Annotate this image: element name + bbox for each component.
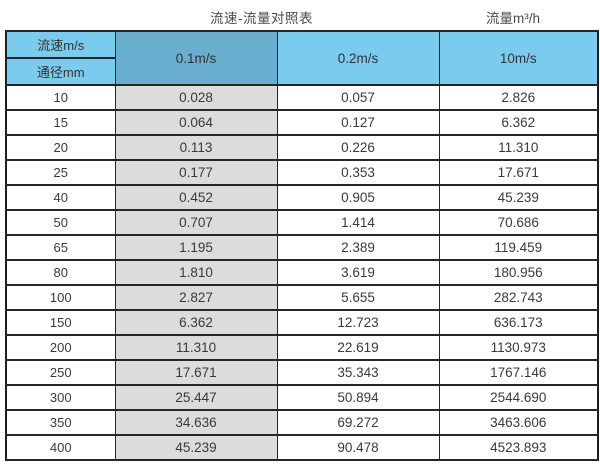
- diameter-cell: 20: [5, 134, 116, 161]
- flow-cell-0-1ms: 0.113: [114, 134, 278, 161]
- header-col-10ms: 10m/s: [438, 30, 599, 86]
- flow-cell-0-1ms: 2.827: [114, 284, 278, 311]
- table-row: 15 0.064 0.127 6.362: [5, 109, 599, 136]
- flow-cell-0-1ms: 0.177: [114, 159, 278, 186]
- table-title: 流速-流量对照表: [210, 11, 313, 26]
- table-row: 150 6.362 12.723 636.173: [5, 309, 599, 336]
- flow-cell-0-2ms: 12.723: [276, 309, 440, 336]
- flow-cell-10ms: 180.956: [438, 259, 599, 286]
- flow-cell-0-2ms: 0.226: [276, 134, 440, 161]
- table-row: 10 0.028 0.057 2.826: [5, 84, 599, 111]
- table-row: 200 11.310 22.619 1130.973: [5, 334, 599, 361]
- flow-cell-0-2ms: 90.478: [276, 434, 440, 461]
- diameter-cell: 400: [5, 434, 116, 461]
- table-row: 80 1.810 3.619 180.956: [5, 259, 599, 286]
- flow-cell-0-2ms: 2.389: [276, 234, 440, 261]
- flow-cell-0-1ms: 45.239: [114, 434, 278, 461]
- flow-cell-10ms: 2.826: [438, 84, 599, 111]
- diameter-cell: 150: [5, 309, 116, 336]
- diameter-cell: 65: [5, 234, 116, 261]
- header-row-diameter: 通径mm: [5, 57, 598, 86]
- flow-cell-0-1ms: 11.310: [114, 334, 278, 361]
- table-row: 400 45.239 90.478 4523.893: [5, 434, 599, 461]
- header-col-0-2ms: 0.2m/s: [276, 30, 440, 86]
- flow-cell-10ms: 1130.973: [438, 334, 599, 361]
- flow-cell-0-2ms: 0.353: [276, 159, 440, 186]
- diameter-cell: 350: [5, 409, 116, 436]
- table-row: 300 25.447 50.894 2544.690: [5, 384, 599, 411]
- diameter-cell: 200: [5, 334, 116, 361]
- flow-cell-0-2ms: 5.655: [276, 284, 440, 311]
- table-body: 10 0.028 0.057 2.826 15 0.064 0.127 6.36…: [5, 84, 599, 461]
- flow-cell-10ms: 1767.146: [438, 359, 599, 386]
- header-row-velocity: 流速m/s 0.1m/s 0.2m/s 10m/s: [5, 30, 599, 86]
- flow-cell-0-2ms: 0.905: [276, 184, 440, 211]
- diameter-cell: 250: [5, 359, 116, 386]
- flow-cell-0-1ms: 0.064: [114, 109, 278, 136]
- table-row: 20 0.113 0.226 11.310: [5, 134, 599, 161]
- flow-cell-0-1ms: 0.452: [114, 184, 278, 211]
- table-row: 25 0.177 0.353 17.671: [5, 159, 599, 186]
- table-row: 40 0.452 0.905 45.239: [5, 184, 599, 211]
- flow-cell-10ms: 6.362: [438, 109, 599, 136]
- table-row: 50 0.707 1.414 70.686: [5, 209, 599, 236]
- flow-cell-10ms: 70.686: [438, 209, 599, 236]
- flow-cell-0-2ms: 0.127: [276, 109, 440, 136]
- flow-cell-0-1ms: 1.810: [114, 259, 278, 286]
- flow-unit-label: 流量m³/h: [486, 11, 540, 26]
- diameter-cell: 15: [5, 109, 116, 136]
- diameter-cell: 80: [5, 259, 116, 286]
- table-row: 100 2.827 5.655 282.743: [5, 284, 599, 311]
- corner-diameter-label: 通径mm: [5, 57, 116, 86]
- flow-cell-10ms: 4523.893: [438, 434, 599, 461]
- flow-cell-10ms: 636.173: [438, 309, 599, 336]
- flow-cell-0-2ms: 35.343: [276, 359, 440, 386]
- diameter-cell: 50: [5, 209, 116, 236]
- diameter-cell: 25: [5, 159, 116, 186]
- title-bar: 流速-流量对照表 流量m³/h: [0, 0, 600, 30]
- flow-cell-0-1ms: 25.447: [114, 384, 278, 411]
- flow-cell-0-2ms: 3.619: [276, 259, 440, 286]
- flow-cell-0-1ms: 1.195: [114, 234, 278, 261]
- table-row: 350 34.636 69.272 3463.606: [5, 409, 599, 436]
- flow-cell-10ms: 119.459: [438, 234, 599, 261]
- flow-cell-0-2ms: 50.894: [276, 384, 440, 411]
- table-header: 流速m/s 0.1m/s 0.2m/s 10m/s 通径mm: [5, 30, 599, 86]
- flow-cell-0-2ms: 0.057: [276, 84, 440, 111]
- flow-rate-table: 流速m/s 0.1m/s 0.2m/s 10m/s 通径mm 10 0.028 …: [5, 30, 599, 461]
- diameter-cell: 100: [5, 284, 116, 311]
- flow-cell-0-1ms: 0.028: [114, 84, 278, 111]
- diameter-cell: 40: [5, 184, 116, 211]
- diameter-cell: 10: [5, 84, 116, 111]
- flow-cell-10ms: 2544.690: [438, 384, 599, 411]
- flow-cell-0-1ms: 17.671: [114, 359, 278, 386]
- flow-cell-0-2ms: 69.272: [276, 409, 440, 436]
- flow-cell-0-2ms: 22.619: [276, 334, 440, 361]
- flow-cell-0-1ms: 0.707: [114, 209, 278, 236]
- flow-cell-10ms: 3463.606: [438, 409, 599, 436]
- header-col-0-1ms: 0.1m/s: [114, 30, 278, 86]
- flow-cell-10ms: 282.743: [438, 284, 599, 311]
- flow-cell-0-2ms: 1.414: [276, 209, 440, 236]
- corner-velocity-label: 流速m/s: [5, 30, 116, 59]
- flow-cell-0-1ms: 34.636: [114, 409, 278, 436]
- table-row: 65 1.195 2.389 119.459: [5, 234, 599, 261]
- diameter-cell: 300: [5, 384, 116, 411]
- table-row: 250 17.671 35.343 1767.146: [5, 359, 599, 386]
- flow-cell-10ms: 11.310: [438, 134, 599, 161]
- flow-cell-10ms: 17.671: [438, 159, 599, 186]
- flow-cell-0-1ms: 6.362: [114, 309, 278, 336]
- flow-cell-10ms: 45.239: [438, 184, 599, 211]
